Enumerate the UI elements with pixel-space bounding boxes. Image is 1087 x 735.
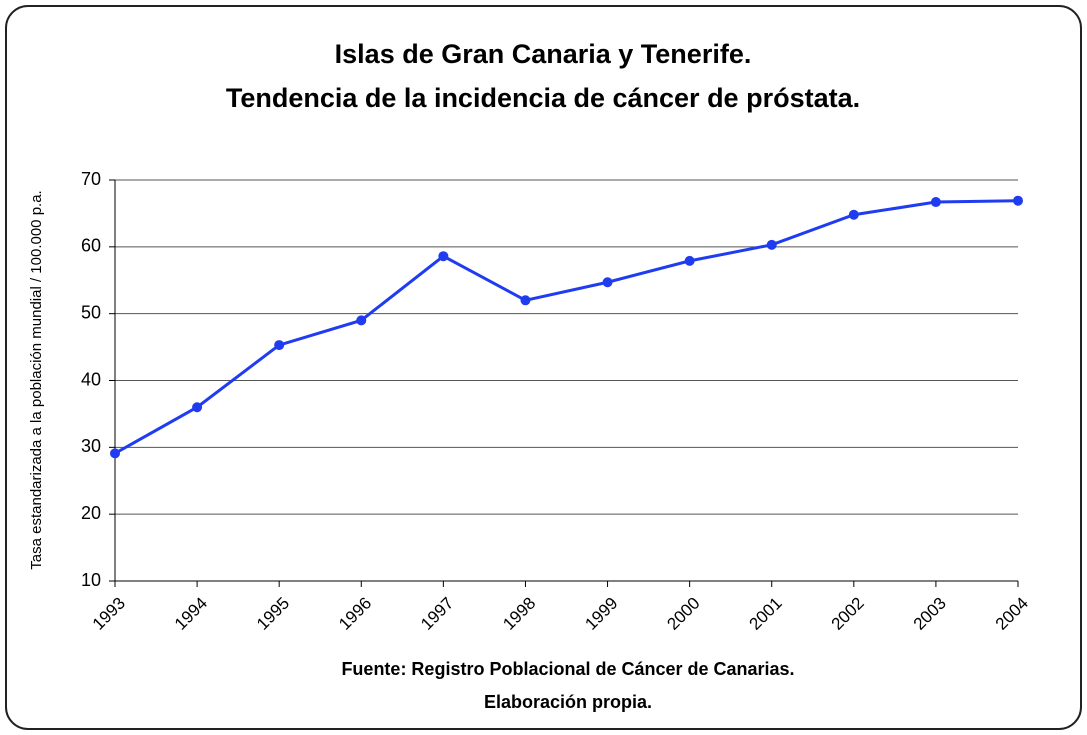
data-point bbox=[684, 255, 695, 266]
source-note: Elaboración propia. bbox=[484, 692, 652, 712]
data-point bbox=[192, 402, 203, 413]
data-point bbox=[520, 295, 531, 306]
data-point bbox=[356, 315, 367, 326]
data-point bbox=[110, 448, 120, 459]
chart-title: Islas de Gran Canaria y Tenerife. bbox=[335, 39, 752, 69]
data-line bbox=[114, 199, 1019, 455]
frame bbox=[5, 5, 1082, 730]
y-tick-label: 60 bbox=[81, 236, 101, 256]
y-tick-label: 10 bbox=[81, 570, 101, 590]
y-tick-label: 20 bbox=[81, 503, 101, 523]
y-tick-label: 70 bbox=[81, 169, 101, 189]
chart-title: Tendencia de la incidencia de cáncer de … bbox=[226, 83, 860, 113]
data-point bbox=[438, 251, 449, 262]
data-point bbox=[274, 340, 285, 351]
y-tick-label: 50 bbox=[81, 302, 101, 322]
y-tick-label: 40 bbox=[81, 369, 101, 389]
y-axis-label: Tasa estandarizada a la población mundia… bbox=[28, 190, 45, 569]
data-point bbox=[1013, 195, 1023, 206]
source-note: Fuente: Registro Poblacional de Cáncer d… bbox=[341, 659, 794, 679]
data-point bbox=[848, 209, 859, 220]
data-point bbox=[930, 197, 941, 208]
data-point bbox=[602, 277, 613, 288]
data-point bbox=[766, 239, 777, 250]
y-tick-label: 30 bbox=[81, 436, 101, 456]
